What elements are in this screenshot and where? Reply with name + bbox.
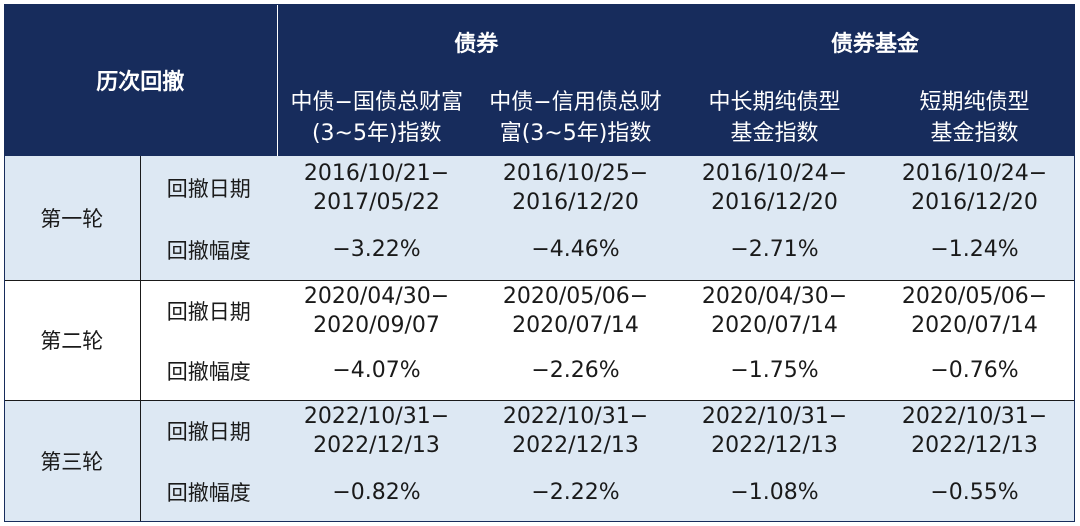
date-end: 2016/12/20 bbox=[711, 190, 838, 215]
date-range-cell: 2016/10/21− 2017/05/22 bbox=[277, 156, 476, 220]
depth-cell: −0.82% bbox=[332, 479, 421, 505]
depth-cell: −2.26% bbox=[531, 358, 620, 384]
header-row-columns: 中债−国债总财富 (3~5年)指数 中债−信用债总财 富(3~5年)指数 中长期纯债… bbox=[4, 80, 1076, 156]
date-start: 2020/04/30− bbox=[701, 284, 848, 310]
date-start: 2016/10/25− bbox=[502, 161, 649, 186]
date-end: 2017/05/22 bbox=[313, 190, 440, 215]
date-range-cell: 2022/10/31− 2022/12/13 bbox=[277, 399, 477, 462]
round-label: 第二轮 bbox=[4, 279, 141, 400]
date-end: 2022/12/13 bbox=[911, 433, 1038, 459]
date-end: 2020/09/07 bbox=[313, 313, 440, 339]
date-range-cell: 2022/10/31− 2022/12/13 bbox=[874, 399, 1076, 462]
depth-cell: −1.08% bbox=[730, 479, 819, 505]
date-start: 2016/10/24− bbox=[701, 161, 848, 186]
column-header-line2: 基金指数 bbox=[930, 121, 1019, 146]
column-header: 中债−信用债总财 富(3~5年)指数 bbox=[476, 80, 676, 156]
table-row: 回撤幅度 −0.82% −2.22% −1.08% −0.55% bbox=[4, 462, 1076, 522]
corner-header: 历次回撤 bbox=[4, 4, 278, 156]
column-header: 短期纯债型 基金指数 bbox=[874, 80, 1076, 156]
date-start: 2022/10/31− bbox=[502, 404, 649, 430]
date-range-cell: 2020/05/06− 2020/07/14 bbox=[476, 279, 676, 342]
column-header-line1: 短期纯债型 bbox=[919, 90, 1030, 115]
date-start: 2022/10/31− bbox=[303, 404, 450, 430]
date-range-cell: 2016/10/24− 2016/12/20 bbox=[874, 156, 1075, 220]
date-start: 2016/10/21− bbox=[303, 161, 450, 186]
date-range-cell: 2016/10/24− 2016/12/20 bbox=[675, 156, 874, 220]
depth-cell: −0.76% bbox=[930, 358, 1019, 384]
round-label: 第三轮 bbox=[4, 399, 141, 522]
column-header-line1: 中债−信用债总财 bbox=[489, 90, 662, 115]
date-end: 2022/12/13 bbox=[313, 433, 440, 459]
date-end: 2016/12/20 bbox=[911, 190, 1038, 215]
date-range-cell: 2022/10/31− 2022/12/13 bbox=[476, 399, 676, 462]
column-header-line1: 中长期纯债型 bbox=[708, 90, 841, 115]
group-header-bonds: 债券 bbox=[276, 4, 676, 80]
date-start: 2020/05/06− bbox=[901, 284, 1048, 310]
group-header-bond-funds: 债券基金 bbox=[675, 4, 1076, 80]
table-row: 第三轮 回撤日期 2022/10/31− 2022/12/13 2022/10/3… bbox=[4, 399, 1076, 522]
date-start: 2022/10/31− bbox=[701, 404, 848, 430]
date-start: 2022/10/31− bbox=[901, 404, 1048, 430]
date-range-cell: 2020/04/30− 2020/07/14 bbox=[675, 279, 875, 342]
depth-row-label: 回撤幅度 bbox=[166, 238, 251, 263]
date-range-cell: 2020/05/06− 2020/07/14 bbox=[874, 279, 1076, 342]
table-row: 回撤幅度 −4.07% −2.26% −1.75% −0.76% bbox=[4, 342, 1076, 400]
date-start: 2020/05/06− bbox=[502, 284, 649, 310]
column-header-line2: (3~5年)指数 bbox=[311, 121, 442, 146]
date-end: 2022/12/13 bbox=[711, 433, 838, 459]
drawdown-table: 历次回撤 债券 债券基金 中债−国债总财富 (3~5年)指数 中债−信用债总财 富(… bbox=[4, 4, 1076, 522]
depth-cell: −2.71% bbox=[730, 237, 819, 263]
date-end: 2022/12/13 bbox=[512, 433, 639, 459]
column-header-line2: 富(3~5年)指数 bbox=[499, 121, 652, 146]
column-header-line1: 中债−国债总财富 bbox=[290, 90, 463, 115]
date-end: 2020/07/14 bbox=[711, 313, 838, 339]
column-header: 中债−国债总财富 (3~5年)指数 bbox=[276, 80, 477, 156]
date-row-label: 回撤日期 bbox=[166, 177, 251, 201]
date-row-label: 回撤日期 bbox=[140, 279, 278, 342]
date-range-cell: 2020/04/30− 2020/09/07 bbox=[277, 279, 477, 342]
date-row-label: 回撤日期 bbox=[140, 399, 278, 462]
depth-cell: −4.07% bbox=[332, 358, 421, 384]
column-header: 中长期纯债型 基金指数 bbox=[675, 80, 875, 156]
date-end: 2020/07/14 bbox=[911, 313, 1038, 339]
depth-cell: −3.22% bbox=[332, 237, 421, 263]
depth-cell: −4.46% bbox=[531, 237, 620, 263]
depth-cell: −0.55% bbox=[930, 479, 1019, 505]
header-row-groups: 历次回撤 债券 债券基金 bbox=[4, 4, 1076, 156]
table-row: 第二轮 回撤日期 2020/04/30− 2020/09/07 2020/05/0… bbox=[4, 279, 1076, 400]
table-row: 第一轮 回撤日期 2016/10/21− 2017/05/22 2016/10/2… bbox=[4, 156, 1076, 280]
round-label: 第一轮 bbox=[4, 156, 141, 280]
depth-cell: −1.75% bbox=[730, 358, 819, 384]
depth-cell: −2.22% bbox=[531, 479, 620, 505]
column-header-line2: 基金指数 bbox=[730, 121, 819, 146]
depth-cell: −1.24% bbox=[930, 237, 1019, 263]
date-start: 2016/10/24− bbox=[901, 161, 1048, 186]
date-range-cell: 2016/10/25− 2016/12/20 bbox=[476, 156, 675, 220]
date-end: 2016/12/20 bbox=[512, 190, 639, 215]
depth-row-label: 回撤幅度 bbox=[166, 481, 251, 505]
depth-row-label: 回撤幅度 bbox=[166, 359, 251, 384]
date-range-cell: 2022/10/31− 2022/12/13 bbox=[675, 399, 875, 462]
date-start: 2020/04/30− bbox=[303, 284, 450, 310]
table-row: 回撤幅度 −3.22% −4.46% −2.71% −1.24% bbox=[4, 220, 1076, 280]
date-end: 2020/07/14 bbox=[512, 313, 639, 339]
